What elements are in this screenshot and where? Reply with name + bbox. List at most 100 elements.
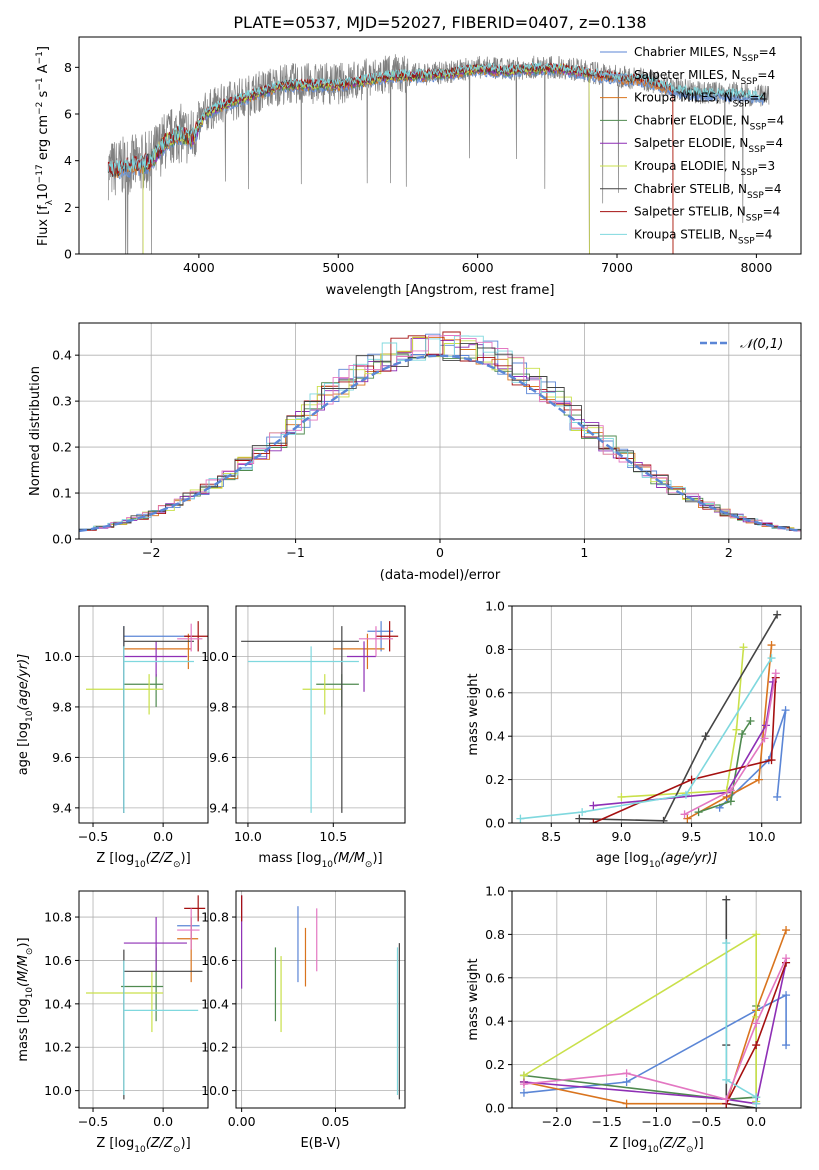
weight-marker <box>519 1088 528 1097</box>
legend-entry: Kroupa ELODIE, NSSP=3 <box>634 159 775 178</box>
weight-marker <box>726 797 735 806</box>
axes-frame <box>235 890 406 1109</box>
y-axis-label: mass weight <box>466 958 481 1040</box>
x-tick-label: 4000 <box>183 260 215 275</box>
label-part: 10 <box>25 710 35 722</box>
y-tick-label: 10.6 <box>201 953 229 968</box>
label-part: =4 <box>765 136 783 150</box>
weight-marker <box>687 775 696 784</box>
label-part: A <box>36 64 51 77</box>
weight-marker <box>771 669 780 678</box>
weight-line <box>523 932 757 1102</box>
label-part: mass [log <box>258 851 321 866</box>
label-part: =4 <box>764 182 782 196</box>
y-tick-label: 0.0 <box>485 1101 505 1116</box>
legend-entry: Salpeter ELODIE, NSSP=4 <box>634 136 783 155</box>
x-tick-label: 5000 <box>322 260 354 275</box>
y-axis-label: Flux [fλ10−17 erg cm−2 s−1 A−1] <box>35 46 55 246</box>
y-tick-label: 1.0 <box>485 884 505 899</box>
label-part: (M/M <box>16 955 31 987</box>
weight-marker <box>781 706 790 715</box>
y-tick-label: 9.6 <box>209 750 229 765</box>
label-part: ⊙ <box>173 1145 181 1155</box>
weight-marker <box>575 814 584 823</box>
label-part: mass [log <box>16 998 31 1061</box>
y-tick-label: 9.6 <box>52 750 72 765</box>
legend-entry: Kroupa MILES, NSSP=4 <box>634 91 767 110</box>
plot-area <box>516 610 790 823</box>
label-part: ⊙ <box>365 860 373 870</box>
legend-entry: 𝒩(0,1) <box>740 337 783 352</box>
label-part: Z [log <box>96 1136 134 1151</box>
x-tick-label: 10.0 <box>748 829 776 844</box>
weight-marker <box>738 730 747 739</box>
weight-marker <box>683 814 692 823</box>
label-part: =3 <box>757 159 775 173</box>
y-tick-label: 0.3 <box>52 394 72 409</box>
label-part: =4 <box>755 227 773 241</box>
weight-marker <box>722 1075 731 1084</box>
weight-marker <box>739 643 748 652</box>
y-tick-label: 10.0 <box>201 1083 229 1098</box>
y-tick-label: 9.8 <box>52 699 72 714</box>
label-part: −1 <box>35 51 45 64</box>
histogram-salpeter-stelib <box>79 331 801 531</box>
label-part: SSP <box>747 191 764 201</box>
y-tick-label: 9.8 <box>209 699 229 714</box>
weight-line <box>520 657 773 820</box>
label-part: 10 <box>647 1145 659 1155</box>
label-part: 10 <box>134 860 146 870</box>
y-tick-label: 0.4 <box>52 348 72 363</box>
x-tick-label: −1.5 <box>591 1114 621 1129</box>
y-tick-label: 9.4 <box>52 800 72 815</box>
x-axis-label: wavelength [Angstrom, rest frame] <box>326 283 555 298</box>
y-tick-label: 10.0 <box>44 649 72 664</box>
x-tick-label: −0.5 <box>78 1114 108 1129</box>
legend-entry: Salpeter STELIB, NSSP=4 <box>634 205 780 224</box>
y-tick-label: 10.4 <box>44 996 72 1011</box>
x-tick-label: 0 <box>436 545 444 560</box>
label-part: SSP <box>741 168 758 178</box>
label-part: ⊙ <box>25 948 35 956</box>
weight-line <box>523 993 787 1094</box>
label-part: (Z/Z <box>146 1136 174 1151</box>
label-part: 10 <box>649 860 661 870</box>
weight-marker <box>722 1095 731 1104</box>
x-tick-label: 8.5 <box>541 829 561 844</box>
axes-weight_vs_age: 8.5 9.0 9.5 10.0 0.0 0.2 0.4 0.6 0.8 1.0 age [log1… <box>466 599 802 870</box>
x-tick-label: 6000 <box>462 260 494 275</box>
label-part: )] <box>181 1136 191 1151</box>
label-part: SSP <box>748 145 765 155</box>
y-tick-label: 0.0 <box>52 532 72 547</box>
label-part: E(B-V) <box>300 1136 340 1151</box>
x-tick-label: 0.0 <box>153 1114 173 1129</box>
label-part: =4 <box>766 113 784 127</box>
label-part: =4 <box>763 205 781 219</box>
axes-frame <box>78 36 802 255</box>
plot-area <box>241 621 399 813</box>
label-part: λ <box>45 199 55 205</box>
y-axis-label: mass weight <box>466 673 481 755</box>
x-axis-label: Z [log10(Z/Z⊙)] <box>96 1136 190 1155</box>
y-tick-label: 2 <box>64 200 72 215</box>
weight-marker <box>726 786 735 795</box>
x-tick-label: −0.5 <box>691 1114 721 1129</box>
weight-marker <box>680 810 689 819</box>
weight-marker <box>722 939 731 948</box>
weight-marker <box>782 926 791 935</box>
label-part: =4 <box>759 45 777 59</box>
y-tick-label: 0.4 <box>485 729 505 744</box>
y-tick-label: 0.8 <box>485 927 505 942</box>
label-part: −17 <box>35 164 45 183</box>
y-tick-label: 0.2 <box>52 440 72 455</box>
weight-marker <box>516 814 525 823</box>
model-kroupa-elodie <box>142 63 590 254</box>
weight-marker <box>722 895 731 904</box>
label-part: Chabrier STELIB, N <box>634 182 747 196</box>
x-tick-label: 9.0 <box>611 829 631 844</box>
y-tick-label: 0 <box>64 247 72 262</box>
weight-marker <box>617 792 626 801</box>
label-part: erg cm <box>36 115 51 164</box>
figure-title: PLATE=0537, MJD=52027, FIBERID=0407, z=0… <box>233 13 646 32</box>
y-tick-label: 10.2 <box>44 1040 72 1055</box>
